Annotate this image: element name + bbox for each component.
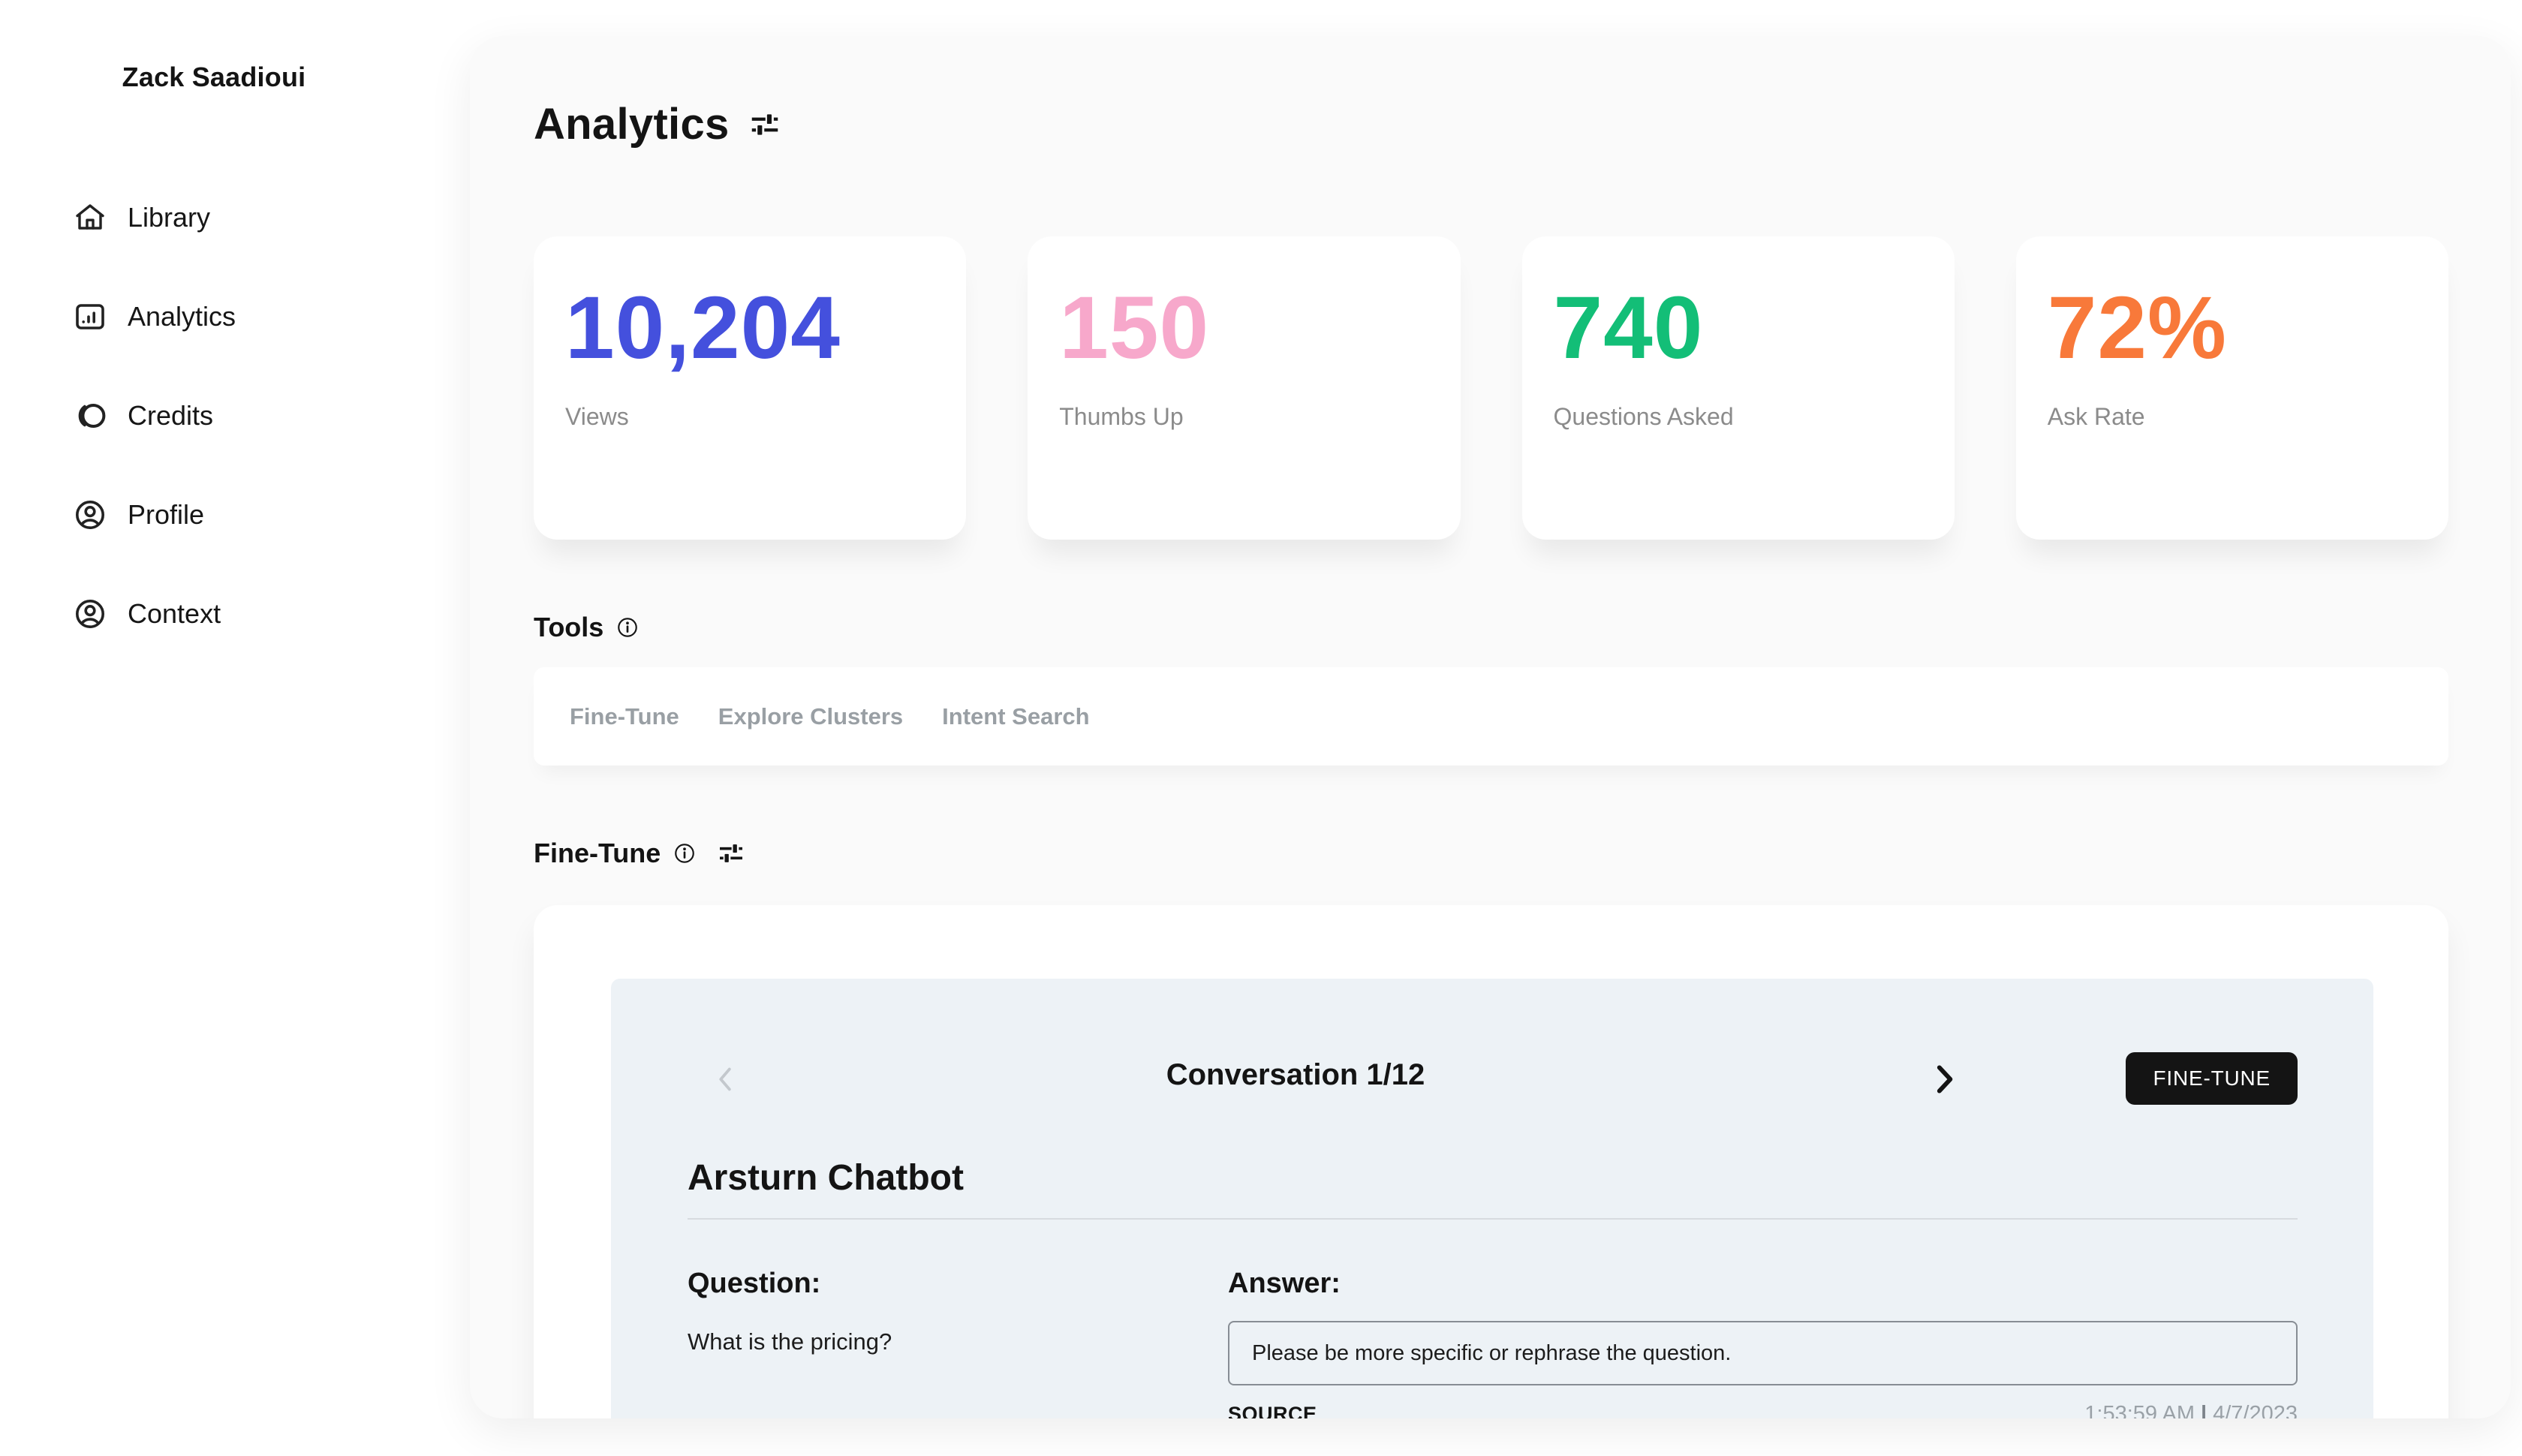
tool-intent-search[interactable]: Intent Search xyxy=(942,702,1090,730)
sidebar-item-credits[interactable]: Credits xyxy=(0,366,470,465)
sidebar-nav: Library Analytics Credits Profile xyxy=(0,168,470,663)
stat-label: Ask Rate xyxy=(2047,402,2145,430)
page-title: Analytics xyxy=(534,100,730,149)
answer-text: Please be more specific or rephrase the … xyxy=(1252,1340,1732,1365)
stat-card-thumbs-up: 150 Thumbs Up xyxy=(1028,236,1461,540)
stat-cards: 10,204 Views 150 Thumbs Up 740 Questions… xyxy=(534,236,2448,540)
sidebar-item-library[interactable]: Library xyxy=(0,168,470,267)
sidebar-item-label: Library xyxy=(128,202,211,233)
conversation-header: Conversation 1/12 FINE-TUNE xyxy=(688,1048,2298,1111)
answer-box[interactable]: Please be more specific or rephrase the … xyxy=(1228,1321,2298,1385)
timestamp-separator: | xyxy=(2200,1402,2208,1418)
sidebar-item-label: Context xyxy=(128,598,221,629)
tools-bar: Fine-Tune Explore Clusters Intent Search xyxy=(534,667,2448,766)
tune-sliders-icon[interactable] xyxy=(716,838,746,868)
stat-label: Questions Asked xyxy=(1553,402,1734,430)
tune-sliders-icon[interactable] xyxy=(748,107,782,142)
divider xyxy=(688,1218,2298,1220)
home-icon xyxy=(76,204,104,230)
chatbot-name: Arsturn Chatbot xyxy=(688,1158,964,1198)
stat-card-ask-rate: 72% Ask Rate xyxy=(2015,236,2448,540)
sidebar-item-profile[interactable]: Profile xyxy=(0,465,470,564)
fine-tune-card: Conversation 1/12 FINE-TUNE Arsturn Chat… xyxy=(534,905,2448,1418)
stat-value: 740 xyxy=(1553,278,1704,378)
tool-fine-tune[interactable]: Fine-Tune xyxy=(570,702,679,730)
stat-card-views: 10,204 Views xyxy=(534,236,967,540)
fine-tune-heading-row: Fine-Tune xyxy=(534,838,2448,869)
sidebar-item-label: Analytics xyxy=(128,301,236,332)
conversation-panel: Conversation 1/12 FINE-TUNE Arsturn Chat… xyxy=(611,979,2373,1418)
user-name: Zack Saadioui xyxy=(122,62,306,92)
conversation-pager: Conversation 1/12 xyxy=(1166,1058,1425,1091)
stat-label: Views xyxy=(565,402,629,430)
page-header: Analytics xyxy=(534,99,2448,149)
answer-label: Answer: xyxy=(1228,1268,1341,1299)
stat-value: 10,204 xyxy=(565,278,841,378)
tools-heading: Tools xyxy=(534,612,604,642)
bar-chart-icon xyxy=(76,304,104,329)
stat-card-questions-asked: 740 Questions Asked xyxy=(1521,236,1955,540)
sidebar-item-analytics[interactable]: Analytics xyxy=(0,267,470,366)
question-label: Question: xyxy=(688,1268,821,1299)
source-link[interactable]: SOURCE xyxy=(1228,1403,1317,1418)
sidebar-item-context[interactable]: Context xyxy=(0,564,470,663)
stat-value: 72% xyxy=(2047,278,2227,378)
info-icon xyxy=(618,618,638,637)
timestamp: 1:53:59 AM | 4/7/2023 xyxy=(2084,1402,2298,1418)
main-panel: Analytics 10,204 Views 150 Thumbs Up 740 xyxy=(470,36,2511,1418)
question-text: What is the pricing? xyxy=(688,1328,892,1355)
sidebar-item-label: Profile xyxy=(128,499,205,530)
coins-icon xyxy=(78,404,106,428)
fine-tune-button[interactable]: FINE-TUNE xyxy=(2126,1052,2298,1105)
qa-row: Question: What is the pricing? Answer: P… xyxy=(688,1268,2298,1418)
info-icon xyxy=(675,844,695,863)
person-circle-icon xyxy=(75,500,105,530)
chevron-right-icon[interactable] xyxy=(1925,1055,1962,1103)
stat-label: Thumbs Up xyxy=(1059,402,1184,430)
person-circle-icon xyxy=(75,599,105,629)
tool-explore-clusters[interactable]: Explore Clusters xyxy=(718,702,904,730)
stat-value: 150 xyxy=(1059,278,1210,378)
chevron-left-icon[interactable] xyxy=(709,1057,743,1102)
timestamp-time: 1:53:59 AM xyxy=(2084,1402,2195,1418)
fine-tune-heading: Fine-Tune xyxy=(534,838,661,868)
timestamp-date: 4/7/2023 xyxy=(2213,1402,2298,1418)
source-row: SOURCE 1:53:59 AM | 4/7/2023 xyxy=(1228,1402,2298,1418)
sidebar: Zack Saadioui Library Analytics Credits xyxy=(0,0,470,1456)
tools-heading-row: Tools xyxy=(534,612,2448,643)
sidebar-item-label: Credits xyxy=(128,400,214,431)
